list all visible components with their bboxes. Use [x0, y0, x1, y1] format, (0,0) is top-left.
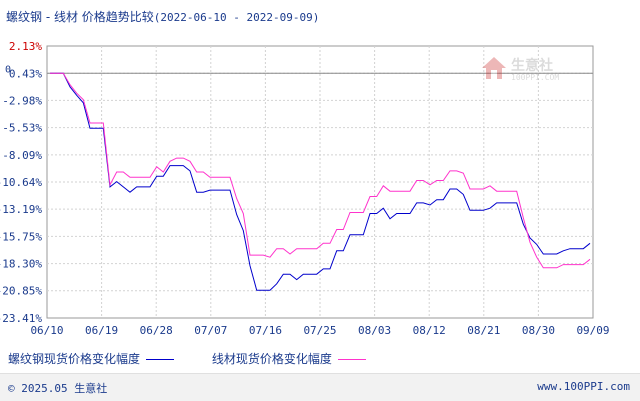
y-tick-label: -18.30%: [0, 258, 42, 271]
y-tick-label: -23.41%: [0, 312, 42, 325]
y-tick-label: -13.19%: [0, 203, 42, 216]
y-tick-label: 2.13%: [9, 40, 42, 53]
y-tick-label: -2.98%: [2, 94, 42, 107]
legend-swatch-rebar: [146, 359, 175, 360]
x-tick-label: 09/09: [576, 324, 609, 337]
watermark-url: 100PPI.COM: [511, 73, 560, 82]
y-tick-label: 0.43%: [9, 67, 42, 80]
x-tick-label: 06/28: [140, 324, 173, 337]
legend-item-wire-rod: 线材现货价格变化幅度: [212, 350, 366, 367]
legend-label-rebar: 螺纹钢现货价格变化幅度: [8, 352, 141, 366]
y-tick-label: -8.09%: [2, 149, 42, 162]
watermark-brand: 生意社: [511, 58, 553, 74]
x-tick-label: 06/10: [30, 324, 63, 337]
x-tick-label: 07/25: [303, 324, 336, 337]
line-chart: 2.13% 0.43% -2.98% -5.53% -8.09% -10.64% -13.1…: [0, 40, 610, 337]
x-axis-ticks: 06/10 06/19 06/28 07/07 07/16 07/25 08/03 08/12…: [30, 324, 609, 337]
zero-marker-label: 0: [5, 64, 11, 75]
house-logo-icon: [482, 57, 506, 79]
y-tick-label: -10.64%: [0, 176, 42, 189]
grid-lines: [47, 46, 593, 318]
y-tick-label: -5.53%: [2, 122, 42, 135]
y-tick-label: -15.75%: [0, 230, 42, 243]
x-tick-label: 08/21: [467, 324, 500, 337]
chart-title: 螺纹钢 - 线材 价格趋势比较(2022-06-10 - 2022-09-09): [6, 8, 319, 25]
footer-copyright: © 2025.05 生意社: [8, 382, 108, 395]
chart-date-range: (2022-06-10 - 2022-09-09): [153, 11, 320, 24]
watermark: 生意社 100PPI.COM: [481, 55, 576, 85]
y-tick-label: -20.85%: [0, 285, 42, 298]
footer: © 2025.05 生意社 www.100PPI.com: [0, 373, 640, 401]
x-tick-label: 08/03: [358, 324, 391, 337]
x-tick-label: 08/12: [413, 324, 446, 337]
legend-swatch-wire-rod: [337, 359, 366, 360]
x-tick-label: 08/30: [522, 324, 555, 337]
legend-item-rebar: 螺纹钢现货价格变化幅度: [8, 350, 175, 367]
x-tick-label: 07/07: [194, 324, 227, 337]
series-lines: [50, 72, 591, 291]
chart-title-text: 螺纹钢 - 线材 价格趋势比较: [6, 10, 154, 24]
x-tick-label: 06/19: [85, 324, 118, 337]
legend: 螺纹钢现货价格变化幅度 线材现货价格变化幅度: [8, 350, 400, 367]
y-axis-ticks: 2.13% 0.43% -2.98% -5.53% -8.09% -10.64% -13.1…: [0, 40, 42, 325]
x-tick-label: 07/16: [249, 324, 282, 337]
series-line-wire-rod: [50, 72, 591, 269]
legend-label-wire-rod: 线材现货价格变化幅度: [211, 352, 332, 366]
footer-site-link[interactable]: www.100PPI.com: [537, 380, 630, 393]
series-line-rebar: [50, 72, 591, 291]
